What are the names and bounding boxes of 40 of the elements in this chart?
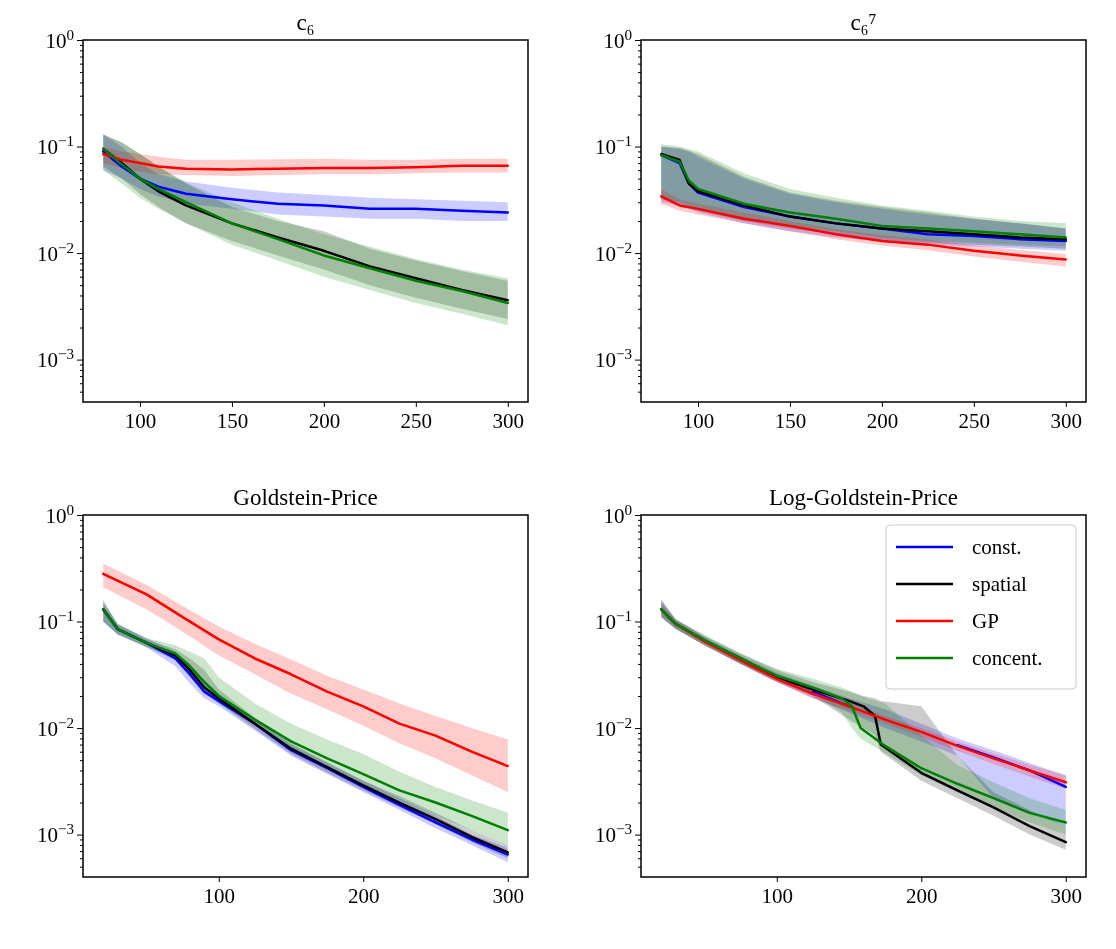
chart-title: Goldstein-Price	[233, 485, 378, 510]
x-tick-label: 200	[906, 884, 938, 908]
x-tick-label: 100	[124, 409, 157, 433]
legend-label: GP	[972, 609, 999, 634]
y-tick-label: 10$^{0}$	[603, 501, 632, 528]
x-tick-label: 200	[866, 409, 899, 433]
legend-label: concent.	[972, 646, 1043, 671]
y-tick-label: 10$^{−3}$	[36, 821, 74, 848]
x-tick-label: 200	[308, 409, 341, 433]
legend-label: const.	[972, 535, 1022, 560]
x-tick-label: 300	[492, 884, 525, 908]
y-tick-label: 10$^{0}$	[45, 26, 74, 53]
chart-title: c₆	[296, 10, 315, 35]
x-tick-label: 300	[1050, 884, 1083, 908]
y-tick-label: 10$^{−2}$	[36, 239, 74, 266]
chart-title: c₆⁷	[850, 10, 877, 35]
y-tick-label: 10$^{0}$	[603, 26, 632, 53]
x-tick-label: 250	[400, 409, 433, 433]
x-tick-label: 250	[958, 409, 991, 433]
x-tick-label: 200	[348, 884, 380, 908]
y-tick-label: 10$^{−2}$	[594, 714, 632, 741]
x-tick-label: 150	[774, 409, 807, 433]
y-tick-label: 10$^{−1}$	[36, 133, 74, 160]
y-tick-label: 10$^{−3}$	[36, 346, 74, 373]
y-tick-label: 10$^{−3}$	[594, 821, 632, 848]
x-tick-label: 100	[761, 884, 794, 908]
x-tick-label: 100	[203, 884, 236, 908]
chart-title: Log-Goldstein-Price	[768, 485, 959, 510]
y-tick-label: 10$^{−2}$	[36, 714, 74, 741]
y-tick-label: 10$^{−1}$	[36, 608, 74, 635]
x-tick-label: 100	[682, 409, 715, 433]
x-tick-label: 150	[216, 409, 249, 433]
legend-label: spatial	[972, 572, 1027, 597]
y-tick-label: 10$^{−1}$	[594, 133, 632, 160]
x-tick-label: 300	[492, 409, 525, 433]
x-tick-label: 300	[1050, 409, 1083, 433]
y-tick-label: 10$^{−2}$	[594, 239, 632, 266]
y-tick-label: 10$^{0}$	[45, 501, 74, 528]
y-tick-label: 10$^{−1}$	[594, 608, 632, 635]
y-tick-label: 10$^{−3}$	[594, 346, 632, 373]
